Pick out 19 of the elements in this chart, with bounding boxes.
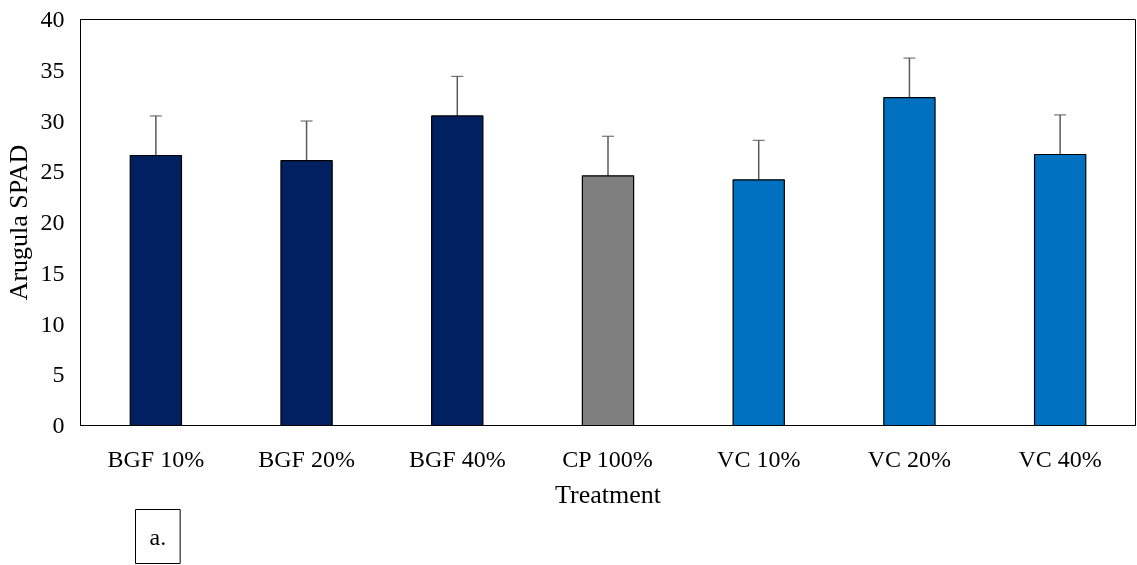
x-tick-label: BGF 20% [258, 445, 355, 472]
x-tick-label: VC 10% [717, 445, 801, 472]
y-tick-label: 10 [40, 310, 65, 337]
x-axis-title: Treatment [555, 479, 662, 509]
y-axis-title: Arugula SPAD [3, 144, 33, 301]
y-tick-label: 35 [40, 56, 65, 83]
x-tick-label: VC 20% [867, 445, 952, 472]
y-tick-label: 30 [40, 107, 65, 134]
y-tick-label: 40 [40, 6, 65, 32]
x-tick-label: BGF 40% [408, 445, 506, 472]
x-tick-label: VC 40% [1018, 445, 1102, 472]
x-tick-label: CP 100% [562, 445, 653, 472]
y-tick-label: 15 [40, 259, 65, 286]
text: a. [149, 523, 167, 550]
y-tick-label: 0 [52, 412, 65, 438]
y-tick-label: 25 [40, 158, 65, 185]
x-tick-label: BGF 10% [107, 445, 205, 472]
y-tick-label: 20 [40, 209, 65, 235]
y-tick-label: 5 [52, 361, 65, 388]
